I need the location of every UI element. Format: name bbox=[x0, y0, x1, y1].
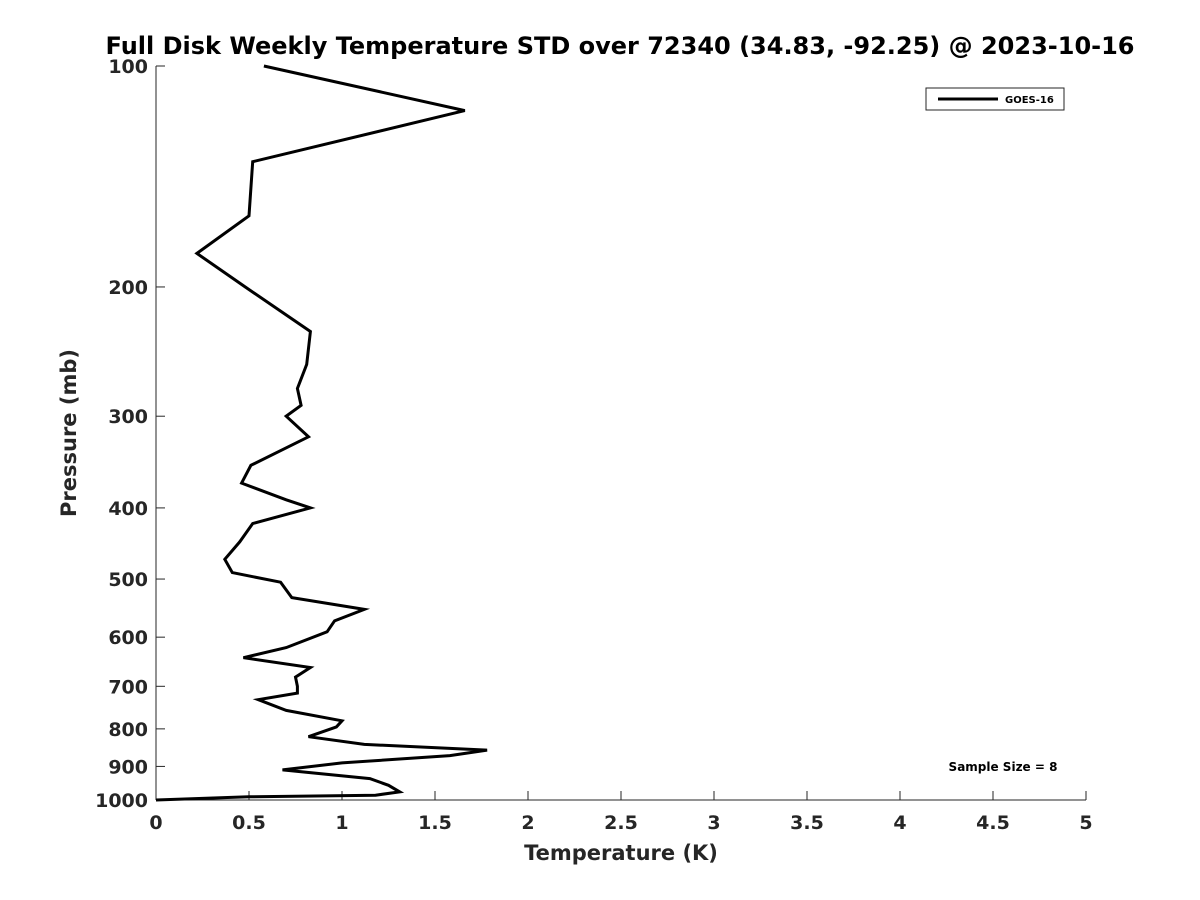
y-tick-label: 600 bbox=[108, 627, 148, 649]
series-line-goes-16 bbox=[155, 64, 488, 802]
x-tick-label: 3 bbox=[707, 812, 720, 834]
y-tick-label: 700 bbox=[108, 676, 148, 698]
y-tick-label: 1000 bbox=[95, 790, 148, 812]
x-tick-label: 3.5 bbox=[790, 812, 824, 834]
y-tick-label: 500 bbox=[108, 569, 148, 591]
chart-title: Full Disk Weekly Temperature STD over 72… bbox=[106, 32, 1135, 60]
x-tick-label: 1.5 bbox=[418, 812, 452, 834]
x-tick-label: 0.5 bbox=[232, 812, 266, 834]
axes bbox=[155, 66, 1086, 801]
y-tick-label: 900 bbox=[108, 756, 148, 778]
x-tick-label: 5 bbox=[1079, 812, 1092, 834]
y-tick-label: 800 bbox=[108, 719, 148, 741]
x-tick-label: 2.5 bbox=[604, 812, 638, 834]
x-tick-label: 2 bbox=[521, 812, 534, 834]
y-tick-label: 400 bbox=[108, 498, 148, 520]
x-tick-label: 4 bbox=[893, 812, 906, 834]
y-tick-label: 200 bbox=[108, 277, 148, 299]
y-tick-label: 100 bbox=[108, 56, 148, 78]
x-tick-label: 0 bbox=[149, 812, 162, 834]
y-ticks: 100 200 300 400 500 600 700 800 900 1000 bbox=[95, 56, 165, 812]
y-tick-label: 300 bbox=[108, 406, 148, 428]
y-axis-label: Pressure (mb) bbox=[57, 349, 81, 517]
sample-size-note: Sample Size = 8 bbox=[949, 760, 1058, 774]
x-axis-label: Temperature (K) bbox=[524, 841, 718, 865]
x-ticks: 0 0.5 1 1.5 2 2.5 3 3.5 4 4.5 5 bbox=[149, 791, 1093, 834]
legend-label-goes-16: GOES-16 bbox=[1005, 95, 1054, 106]
x-tick-label: 4.5 bbox=[976, 812, 1010, 834]
series-layer bbox=[155, 64, 488, 802]
legend: GOES-16 bbox=[925, 87, 1065, 111]
x-tick-label: 1 bbox=[335, 812, 348, 834]
